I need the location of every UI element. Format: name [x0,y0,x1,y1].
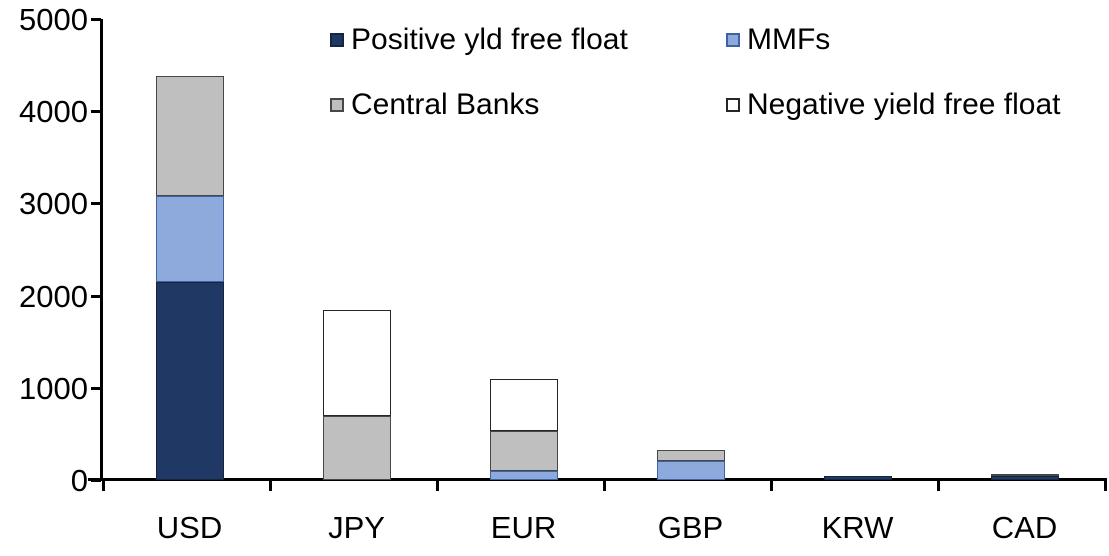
legend-label: MMFs [747,23,831,56]
bar-segment-eur [489,470,558,480]
x-category-label: JPY [328,510,385,545]
legend-swatch-mmfs [726,33,740,47]
y-tick-label: 2000 [19,278,88,314]
legend-swatch-central-banks [330,98,344,112]
y-tick-mark [91,202,101,206]
legend-swatch-negative-yield-free-float [726,98,740,112]
bar-segment-usd [155,76,224,197]
legend-label: Central Banks [351,88,540,121]
y-tick-mark [91,18,101,21]
y-tick-mark [91,386,101,390]
x-axis-line [88,478,1105,481]
bar-segment-gbp [656,449,725,461]
legend-label: Positive yld free float [351,23,628,56]
bar-segment-cad [990,476,1059,480]
bar-segment-jpy [322,416,391,480]
bar-segment-usd [155,196,224,282]
legend-item-mmfs: MMFs [726,24,830,56]
x-tick-mark [602,478,606,491]
bar-segment-krw [823,475,892,480]
y-tick-label: 1000 [19,370,88,406]
x-tick-mark [101,478,105,491]
x-category-label: GBP [657,510,724,545]
y-tick-label: 4000 [19,94,88,130]
x-category-label: KRW [821,510,894,545]
y-tick-label: 5000 [19,2,88,37]
y-tick-mark [91,110,101,114]
y-tick-label: 0 [70,463,88,498]
x-category-label: CAD [991,510,1058,545]
y-tick-mark [91,294,101,298]
x-tick-mark [435,478,439,491]
bar-segment-usd [155,281,224,480]
bar-segment-gbp [656,460,725,480]
x-category-label: EUR [490,510,557,545]
y-tick-label: 3000 [19,186,88,222]
legend-item-negative-yield-free-float: Negative yield free float [726,89,1061,121]
x-tick-mark [268,478,272,491]
chart-legend: Positive yld free float MMFs Central Ban… [0,0,1109,140]
bar-segment-jpy [322,310,391,417]
x-tick-mark [936,478,940,491]
x-tick-mark [769,478,773,491]
y-tick-mark [91,479,101,482]
legend-label: Negative yield free float [747,88,1061,121]
bar-segment-eur [489,378,558,432]
bar-segment-cad [990,474,1059,477]
y-axis-line [100,19,103,481]
x-tick-mark [1103,478,1107,491]
legend-item-central-banks: Central Banks [330,89,539,121]
x-category-label: USD [156,510,223,545]
legend-item-positive-yld-free-float: Positive yld free float [330,24,628,56]
bar-segment-eur [489,431,558,471]
legend-swatch-positive-yld-free-float [330,33,344,47]
